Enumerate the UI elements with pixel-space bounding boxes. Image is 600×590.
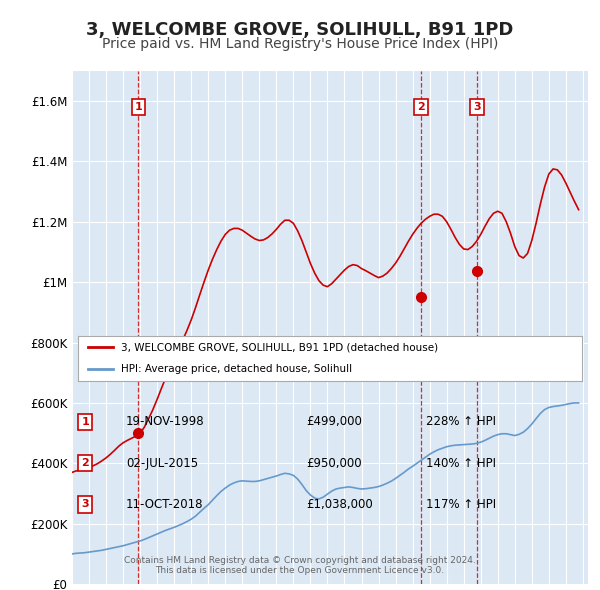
Text: 117% ↑ HPI: 117% ↑ HPI xyxy=(426,498,496,511)
Text: 3: 3 xyxy=(473,101,481,112)
Text: 19-NOV-1998: 19-NOV-1998 xyxy=(126,415,205,428)
Text: £950,000: £950,000 xyxy=(306,457,362,470)
Text: 11-OCT-2018: 11-OCT-2018 xyxy=(126,498,203,511)
Text: Contains HM Land Registry data © Crown copyright and database right 2024.
This d: Contains HM Land Registry data © Crown c… xyxy=(124,556,476,575)
Text: 02-JUL-2015: 02-JUL-2015 xyxy=(126,457,198,470)
Text: HPI: Average price, detached house, Solihull: HPI: Average price, detached house, Soli… xyxy=(121,365,352,375)
Text: 228% ↑ HPI: 228% ↑ HPI xyxy=(426,415,496,428)
Text: 1: 1 xyxy=(134,101,142,112)
Text: 3: 3 xyxy=(82,500,89,509)
Text: Price paid vs. HM Land Registry's House Price Index (HPI): Price paid vs. HM Land Registry's House … xyxy=(102,37,498,51)
Text: £499,000: £499,000 xyxy=(306,415,362,428)
Text: 140% ↑ HPI: 140% ↑ HPI xyxy=(426,457,496,470)
Text: 2: 2 xyxy=(82,458,89,468)
Text: 3, WELCOMBE GROVE, SOLIHULL, B91 1PD: 3, WELCOMBE GROVE, SOLIHULL, B91 1PD xyxy=(86,21,514,39)
Text: £1,038,000: £1,038,000 xyxy=(306,498,373,511)
Text: 2: 2 xyxy=(417,101,425,112)
Text: 3, WELCOMBE GROVE, SOLIHULL, B91 1PD (detached house): 3, WELCOMBE GROVE, SOLIHULL, B91 1PD (de… xyxy=(121,342,438,352)
Text: 1: 1 xyxy=(82,417,89,427)
